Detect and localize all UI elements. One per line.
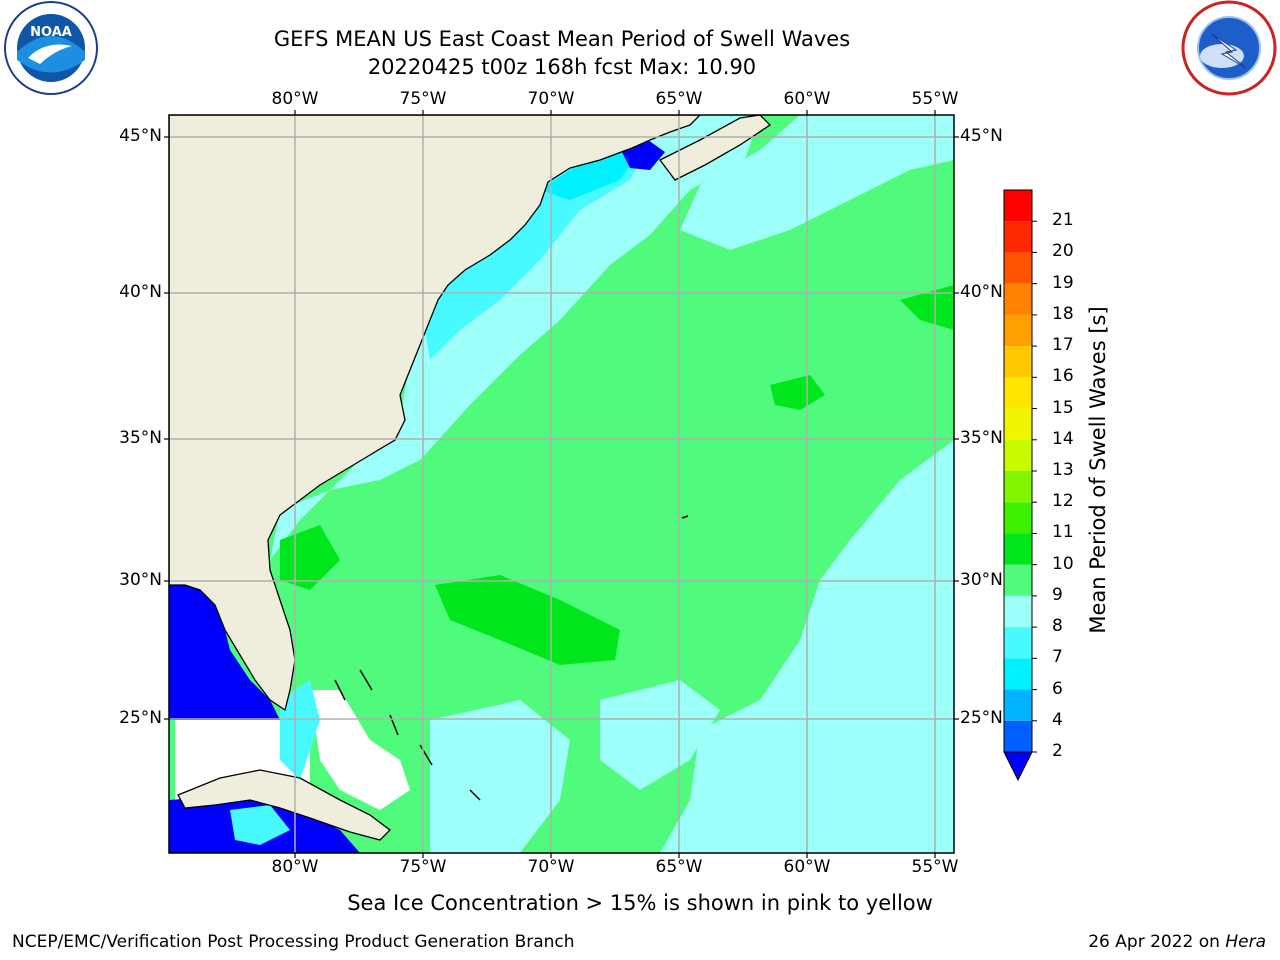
colorbar-segment [1004, 377, 1032, 409]
colorbar-segment [1004, 190, 1032, 222]
lat-label-left: 30°N [119, 570, 162, 590]
nws-logo [1181, 0, 1277, 96]
colorbar-segment [1004, 408, 1032, 440]
lat-label-left: 25°N [119, 708, 162, 728]
colorbar-segment [1004, 595, 1032, 628]
colorbar-tick-label: 6 [1052, 678, 1063, 699]
colorbar-under-triangle [1003, 751, 1033, 782]
chart-title: GEFS MEAN US East Coast Mean Period of S… [273, 27, 851, 51]
lat-label-right: 30°N [960, 570, 1003, 590]
chart-subtitle: 20220425 t00z 168h fcst Max: 10.90 [367, 55, 757, 79]
colorbar-segment [1004, 283, 1032, 315]
colorbar-segment [1004, 502, 1032, 534]
colorbar-tick-label: 13 [1052, 460, 1074, 480]
lat-label-right: 40°N [960, 282, 1003, 302]
colorbar-tick-label: 21 [1052, 210, 1074, 231]
date-text: 26 Apr 2022 on Hera [1088, 932, 1266, 952]
colorbar-tick-label: 17 [1052, 335, 1074, 356]
map-area [169, 115, 954, 853]
lon-label-bottom: 60°W [783, 857, 831, 877]
colorbar-tick-label: 18 [1052, 303, 1074, 324]
colorbar-segment [1004, 471, 1032, 503]
colorbar-segment [1004, 314, 1032, 347]
colorbar-tick-label: 14 [1052, 428, 1074, 449]
colorbar-tick-label: 15 [1052, 397, 1074, 418]
colorbar-tick-label: 10 [1052, 553, 1074, 574]
colorbar-tick-label: 11 [1052, 522, 1074, 543]
colorbar-tick-label: 4 [1052, 709, 1063, 730]
colorbar-segment [1004, 627, 1032, 659]
lon-label-bottom: 75°W [399, 857, 447, 877]
lon-label-top: 80°W [271, 89, 319, 109]
colorbar-segment [1004, 533, 1032, 565]
colorbar-title: Mean Period of Swell Waves [s] [1086, 306, 1110, 634]
colorbar-segment [1004, 658, 1032, 690]
colorbar-tick-label: 2 [1052, 741, 1063, 761]
colorbar-tick-label: 9 [1052, 584, 1063, 605]
noaa-logo: NOAA [4, 1, 98, 95]
lat-label-left: 35°N [119, 428, 162, 448]
date-label: 26 Apr 2022 on [1088, 932, 1226, 952]
colorbar-segment [1004, 720, 1032, 752]
lat-label-left: 40°N [119, 282, 162, 302]
colorbar-tick-label: 12 [1052, 491, 1074, 512]
colorbar-tick-label: 8 [1052, 616, 1063, 637]
lon-label-top: 70°W [527, 89, 575, 109]
colorbar-segment [1004, 689, 1032, 721]
credit-text: NCEP/EMC/Verification Post Processing Pr… [12, 932, 575, 952]
sea-ice-note: Sea Ice Concentration > 15% is shown in … [347, 891, 933, 915]
graticule [169, 115, 954, 853]
noaa-logo-text: NOAA [30, 25, 72, 40]
lon-label-top: 55°W [911, 89, 959, 109]
colorbar-segment [1004, 564, 1032, 596]
colorbar-tick-label: 16 [1052, 366, 1074, 387]
colorbar-tick-label: 19 [1052, 272, 1074, 293]
colorbar-tick-label: 7 [1052, 647, 1063, 668]
lat-label-right: 45°N [960, 126, 1003, 146]
host-name: Hera [1225, 932, 1266, 952]
lon-label-bottom: 80°W [271, 857, 319, 877]
colorbar [1003, 189, 1037, 782]
lon-label-bottom: 70°W [527, 857, 575, 877]
colorbar-segment [1004, 252, 1032, 284]
lat-label-left: 45°N [119, 126, 162, 146]
land-mass [169, 115, 701, 712]
map-ticks [164, 110, 959, 858]
colorbar-segment [1004, 439, 1032, 471]
lon-label-top: 65°W [655, 89, 703, 109]
colorbar-tick-label: 20 [1052, 241, 1074, 262]
colorbar-segment [1004, 221, 1032, 253]
map-frame [168, 114, 955, 854]
lat-label-right: 25°N [960, 708, 1003, 728]
lon-label-top: 75°W [399, 89, 447, 109]
colorbar-segment [1004, 346, 1032, 378]
lon-label-bottom: 65°W [655, 857, 703, 877]
lon-label-bottom: 55°W [911, 857, 959, 877]
lat-label-right: 35°N [960, 428, 1003, 448]
lon-label-top: 60°W [783, 89, 831, 109]
